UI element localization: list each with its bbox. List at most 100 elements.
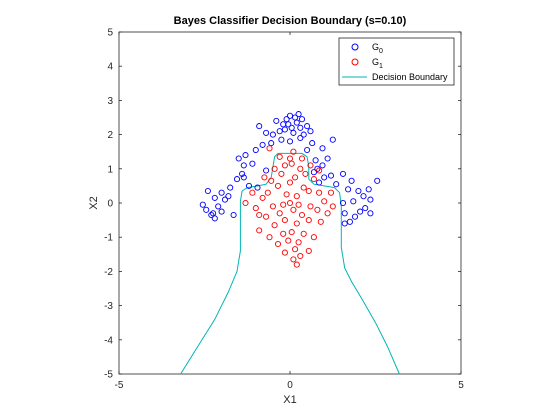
y-tick-label: -5: [104, 370, 113, 381]
y-axis-ticks: -5 -4 -3 -2 -1 0 1 2 3 4 5: [104, 28, 461, 381]
g1-point: [327, 189, 335, 196]
g0-point: [300, 131, 307, 138]
y-tick-label: 4: [107, 62, 113, 73]
g1-point: [292, 246, 299, 253]
y-tick-label: 0: [107, 199, 113, 210]
g1-point: [298, 155, 306, 162]
g0-point: [239, 170, 246, 177]
g1-point: [329, 203, 336, 210]
g1-point: [249, 189, 256, 196]
legend-g1-label: G1: [372, 57, 383, 70]
g1-point: [259, 194, 266, 201]
plot-area: [118, 31, 462, 375]
g1-point: [268, 177, 275, 184]
g1-point: [266, 234, 273, 241]
g0-point: [360, 193, 367, 200]
g1-point: [290, 206, 297, 213]
g1-point: [283, 191, 290, 198]
g1-point: [256, 211, 263, 219]
g0-point: [290, 129, 297, 136]
g1-point: [288, 229, 295, 236]
g0-point: [259, 141, 266, 148]
g0-point: [341, 220, 348, 227]
g1-point: [288, 160, 295, 167]
g0-point: [333, 181, 340, 188]
g1-point: [266, 145, 273, 152]
g0-point: [339, 199, 347, 207]
g0-point: [204, 187, 211, 195]
g0-point: [281, 126, 288, 133]
g0-point: [339, 170, 347, 177]
y-tick-label: -4: [104, 335, 113, 346]
g0-point: [348, 177, 355, 184]
g0-point: [199, 201, 206, 208]
g0-point: [225, 193, 232, 200]
g1-point: [324, 210, 331, 217]
g0-point: [273, 117, 280, 124]
g1-point: [300, 230, 307, 237]
g0-point: [211, 194, 218, 201]
g0-point: [357, 208, 364, 215]
g0-point: [285, 121, 292, 128]
g1-point: [281, 162, 288, 169]
g0-point: [254, 184, 261, 191]
y-tick-label: -1: [104, 233, 113, 244]
g0-point: [276, 128, 283, 135]
g1-point: [278, 170, 285, 177]
g1-point: [261, 174, 268, 181]
legend-boundary-label: Decision Boundary: [372, 72, 448, 82]
g0-point: [365, 186, 372, 193]
x-axis-label: X1: [283, 394, 296, 406]
g1-point: [293, 261, 300, 268]
g1-point: [292, 174, 299, 181]
g0-point: [295, 111, 302, 118]
x-axis-ticks: -5 0 5: [115, 32, 464, 391]
legend-g1-marker: [351, 58, 359, 66]
g1-point: [276, 153, 283, 160]
g0-point: [367, 196, 374, 203]
g0-point: [263, 167, 270, 174]
g0-point: [252, 146, 259, 154]
g1-point: [317, 218, 324, 225]
g0-point: [310, 169, 317, 176]
g1-points-layer: [242, 145, 336, 268]
g0-point: [351, 213, 359, 220]
x-tick-label: -5: [115, 380, 124, 391]
g1-point: [295, 239, 302, 246]
g1-point: [290, 148, 297, 155]
g1-point: [256, 227, 263, 234]
g0-point: [362, 205, 369, 212]
g1-point: [293, 193, 300, 200]
x-tick-label: 5: [458, 380, 464, 391]
g0-point: [293, 119, 300, 126]
g0-point: [233, 176, 241, 183]
g0-point: [221, 196, 229, 203]
legend: G0 G1 Decision Boundary: [338, 37, 455, 86]
g0-point: [304, 146, 311, 154]
g1-point: [263, 213, 270, 220]
g0-point: [327, 172, 335, 179]
g0-point: [208, 211, 215, 219]
g0-point: [263, 129, 270, 136]
g1-point: [264, 189, 271, 196]
g0-point: [307, 128, 314, 135]
g1-point: [305, 187, 312, 195]
g0-point: [321, 174, 328, 181]
g0-point: [367, 210, 374, 217]
g0-point: [324, 155, 331, 162]
y-tick-label: -2: [104, 267, 113, 278]
g1-point: [305, 217, 312, 224]
g0-point: [269, 131, 276, 138]
g0-point: [309, 140, 316, 147]
g0-point: [286, 138, 294, 145]
g1-point: [280, 230, 287, 237]
g1-point: [286, 179, 294, 186]
g1-point: [269, 203, 276, 210]
g0-point: [329, 136, 336, 143]
y-tick-label: -3: [104, 301, 113, 312]
g1-point: [252, 205, 259, 212]
g0-point: [256, 123, 263, 130]
g0-point: [297, 124, 304, 131]
g1-point: [300, 184, 307, 191]
